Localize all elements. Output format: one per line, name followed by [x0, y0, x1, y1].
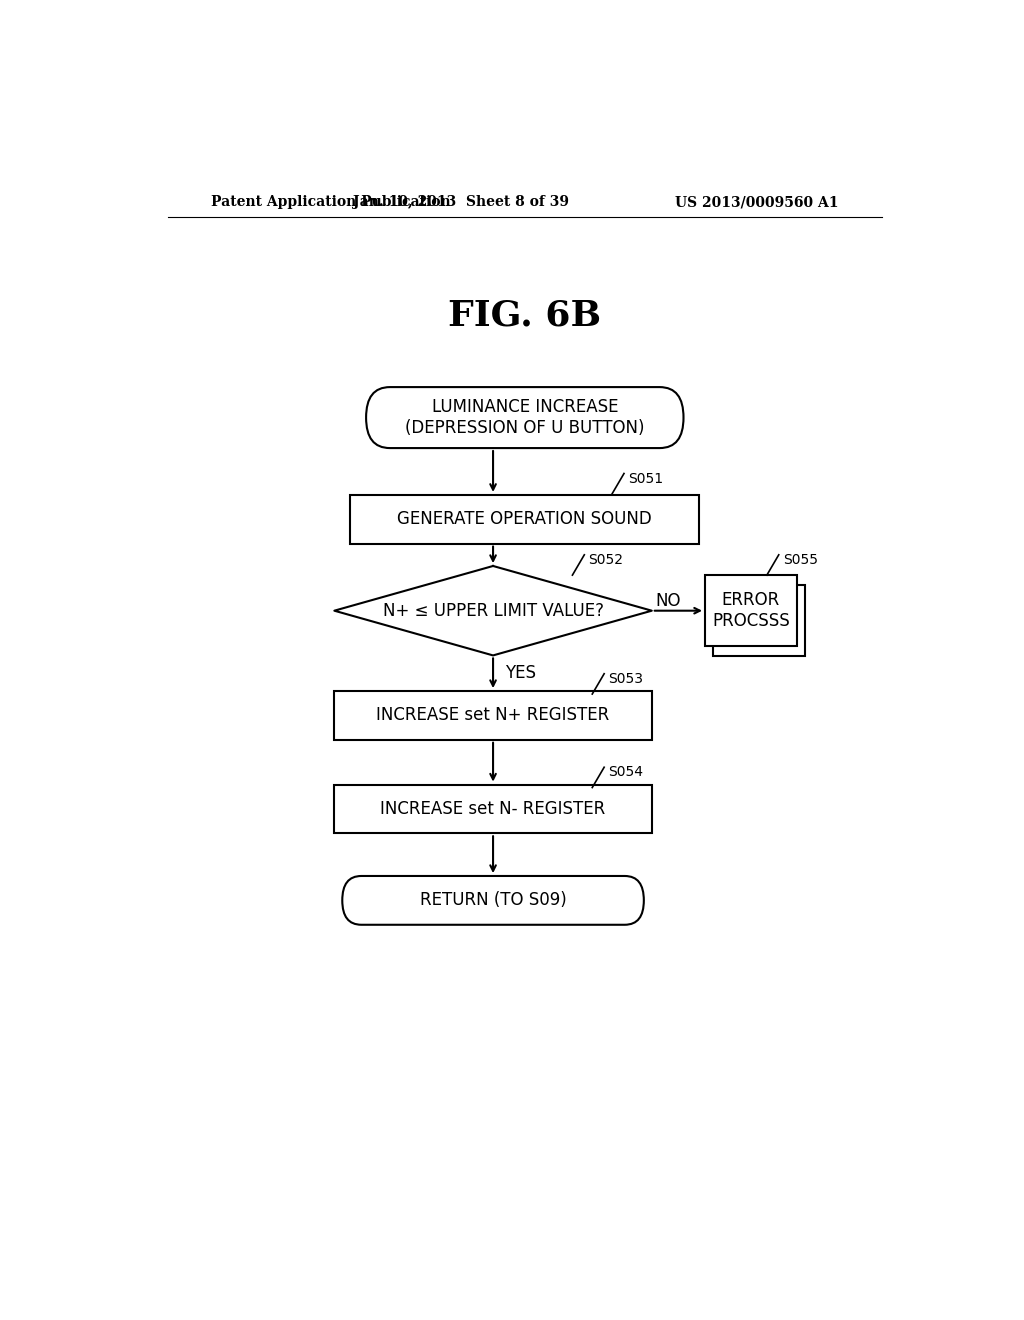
FancyBboxPatch shape	[342, 876, 644, 925]
Text: N+ ≤ UPPER LIMIT VALUE?: N+ ≤ UPPER LIMIT VALUE?	[383, 602, 603, 619]
Text: S052: S052	[588, 553, 624, 568]
Text: S055: S055	[782, 553, 818, 568]
FancyBboxPatch shape	[350, 495, 699, 544]
Text: S053: S053	[608, 672, 643, 686]
Text: US 2013/0009560 A1: US 2013/0009560 A1	[675, 195, 839, 209]
Text: ERROR
PROCSSS: ERROR PROCSSS	[712, 591, 790, 630]
Text: RETURN (TO S09): RETURN (TO S09)	[420, 891, 566, 909]
Text: Jan. 10, 2013  Sheet 8 of 39: Jan. 10, 2013 Sheet 8 of 39	[353, 195, 569, 209]
Text: Patent Application Publication: Patent Application Publication	[211, 195, 451, 209]
FancyBboxPatch shape	[706, 576, 797, 647]
Text: S051: S051	[628, 471, 664, 486]
Text: LUMINANCE INCREASE
(DEPRESSION OF U BUTTON): LUMINANCE INCREASE (DEPRESSION OF U BUTT…	[406, 399, 644, 437]
Text: FIG. 6B: FIG. 6B	[449, 298, 601, 333]
Text: INCREASE set N+ REGISTER: INCREASE set N+ REGISTER	[377, 706, 609, 725]
FancyBboxPatch shape	[334, 784, 652, 833]
FancyBboxPatch shape	[334, 690, 652, 739]
Text: S054: S054	[608, 766, 643, 779]
FancyBboxPatch shape	[367, 387, 684, 447]
Text: INCREASE set N- REGISTER: INCREASE set N- REGISTER	[381, 800, 605, 818]
Text: YES: YES	[505, 664, 536, 681]
FancyBboxPatch shape	[714, 585, 805, 656]
Text: NO: NO	[655, 591, 681, 610]
Text: GENERATE OPERATION SOUND: GENERATE OPERATION SOUND	[397, 511, 652, 528]
